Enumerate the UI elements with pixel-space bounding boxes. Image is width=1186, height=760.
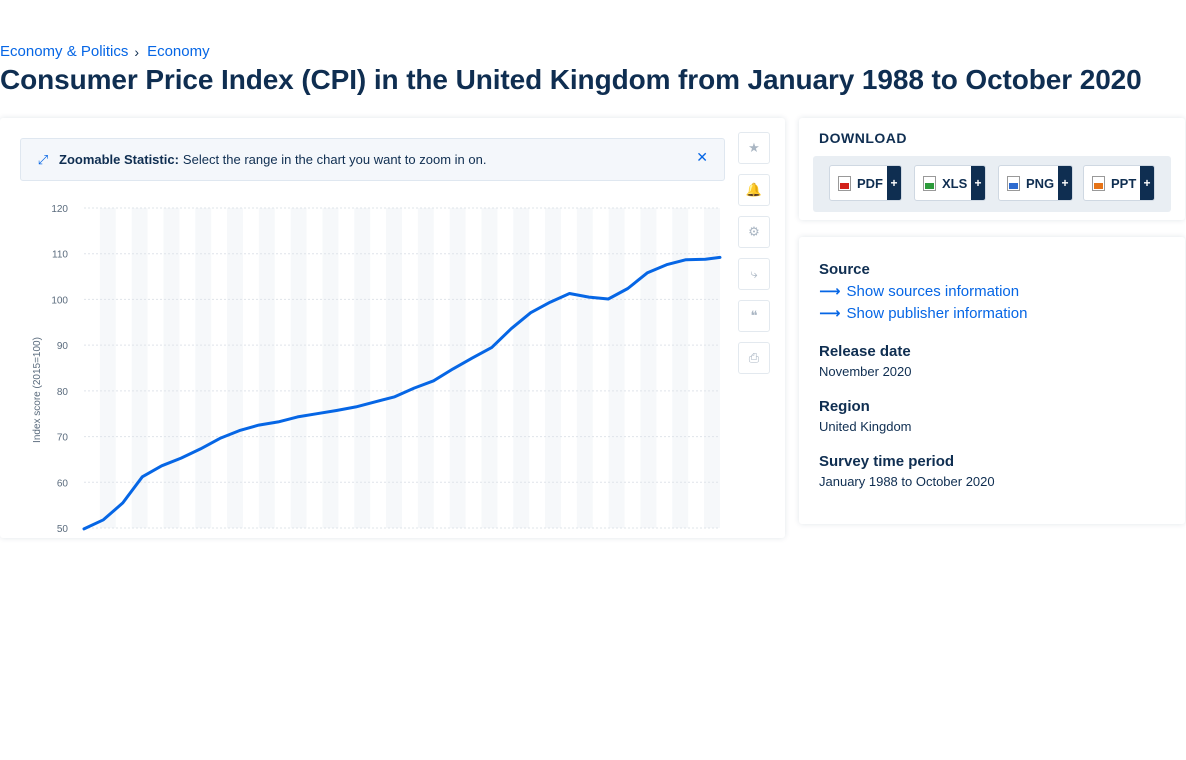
- download-card: DOWNLOAD PDF + XLS + PNG + PPT +: [799, 118, 1185, 220]
- grid-band: [322, 208, 339, 528]
- download-png-button[interactable]: PNG +: [998, 165, 1073, 201]
- grid-band: [481, 208, 498, 528]
- grid-band: [290, 208, 307, 528]
- grid-band: [354, 208, 371, 528]
- y-tick-label: 90: [57, 341, 69, 352]
- grid-lines: [84, 207, 720, 529]
- ppt-file-icon: [1092, 175, 1105, 191]
- download-title: DOWNLOAD: [819, 130, 907, 146]
- zoom-banner-text: Select the range in the chart you want t…: [182, 152, 487, 167]
- download-xls-button[interactable]: XLS +: [914, 165, 986, 201]
- info-card: Source ⟶ Show sources information ⟶ Show…: [799, 237, 1185, 524]
- chart-card: ⤢ Zoomable Statistic: Select the range i…: [0, 118, 785, 538]
- zoom-banner: ⤢ Zoomable Statistic: Select the range i…: [20, 138, 725, 181]
- show-sources-text: Show sources information: [846, 282, 1020, 300]
- grid-band: [386, 208, 402, 528]
- quote-icon: ❝: [750, 308, 758, 323]
- grid-band: [163, 208, 180, 528]
- grid-band: [672, 208, 689, 528]
- download-png-label: PNG: [1026, 175, 1055, 191]
- y-tick-label: 120: [51, 204, 68, 215]
- grid-band: [576, 208, 593, 528]
- y-tick-label: 100: [51, 295, 68, 306]
- show-publisher-text: Show publisher information: [846, 304, 1028, 322]
- plus-icon: +: [1140, 166, 1154, 200]
- grid-band: [258, 208, 275, 528]
- settings-button[interactable]: ⚙: [738, 216, 770, 248]
- xls-file-icon: [923, 175, 936, 191]
- region-block: Region United Kingdom: [819, 398, 912, 434]
- plus-icon: +: [887, 166, 901, 200]
- release-block: Release date November 2020: [819, 343, 912, 379]
- print-icon: ⎙: [748, 350, 760, 365]
- breadcrumb: Economy & Politics › Economy: [0, 43, 210, 60]
- y-axis-ticks: 50 60 70 80 90 100 110 120: [51, 204, 68, 535]
- grid-band: [704, 208, 720, 528]
- y-tick-label: 50: [57, 524, 69, 535]
- region-value: United Kingdom: [819, 419, 912, 434]
- download-ppt-label: PPT: [1111, 175, 1137, 191]
- plus-icon: +: [971, 166, 985, 200]
- region-label: Region: [819, 398, 870, 415]
- share-icon: ⤷: [750, 266, 758, 281]
- plus-icon: +: [1058, 166, 1072, 200]
- survey-period-label: Survey time period: [819, 453, 955, 470]
- close-icon[interactable]: ✕: [696, 149, 708, 165]
- source-block: Source ⟶ Show sources information ⟶ Show…: [819, 261, 1027, 322]
- pdf-file-icon: [838, 175, 851, 191]
- zoom-banner-title: Zoomable Statistic:: [59, 152, 179, 167]
- release-date-label: Release date: [819, 343, 911, 360]
- grid-band: [513, 208, 530, 528]
- y-tick-label: 110: [52, 250, 68, 261]
- breadcrumb-separator: ›: [134, 43, 140, 60]
- grid-band: [449, 208, 466, 528]
- gear-icon: ⚙: [748, 224, 760, 239]
- series-line-cpi[interactable]: [82, 255, 722, 531]
- bell-icon: 🔔: [745, 182, 763, 197]
- grid-band: [417, 208, 434, 528]
- arrow-right-icon: ⟶: [819, 305, 841, 322]
- y-axis-label: Index score (2015=100): [32, 337, 43, 443]
- download-xls-label: XLS: [942, 175, 968, 191]
- y-tick-label: 80: [57, 387, 69, 398]
- survey-block: Survey time period January 1988 to Octob…: [819, 453, 995, 489]
- survey-period-value: January 1988 to October 2020: [819, 474, 995, 489]
- notification-button[interactable]: 🔔: [738, 174, 770, 206]
- share-button[interactable]: ⤷: [738, 258, 770, 290]
- cpi-line-chart[interactable]: 50 60 70 80 90 100 110 120 Index score (2015=10…: [0, 198, 785, 538]
- release-date-value: November 2020: [819, 364, 912, 379]
- download-bar: PDF + XLS + PNG + PPT +: [813, 156, 1171, 212]
- breadcrumb-economy[interactable]: Economy: [147, 43, 210, 60]
- page-title: Consumer Price Index (CPI) in the United…: [0, 64, 1142, 95]
- png-file-icon: [1007, 175, 1020, 191]
- arrow-right-icon: ⟶: [819, 283, 841, 300]
- show-publisher-link[interactable]: ⟶ Show publisher information: [819, 304, 1028, 323]
- grid-bands: [99, 208, 720, 528]
- cite-button[interactable]: ❝: [738, 300, 770, 332]
- grid-band: [640, 208, 657, 528]
- y-tick-label: 60: [57, 478, 69, 489]
- source-label: Source: [819, 261, 870, 278]
- y-tick-label: 70: [57, 433, 69, 444]
- grid-band: [131, 208, 148, 528]
- expand-icon: ⤢: [37, 151, 49, 167]
- download-pdf-button[interactable]: PDF +: [829, 165, 902, 201]
- download-pdf-label: PDF: [857, 175, 883, 191]
- breadcrumb-economy-politics[interactable]: Economy & Politics: [0, 43, 129, 60]
- favorite-button[interactable]: ★: [738, 132, 770, 164]
- star-icon: ★: [748, 140, 760, 155]
- grid-band: [545, 208, 561, 528]
- show-sources-link[interactable]: ⟶ Show sources information: [819, 282, 1027, 301]
- grid-band: [99, 208, 116, 528]
- grid-band: [195, 208, 212, 528]
- download-ppt-button[interactable]: PPT +: [1083, 165, 1155, 201]
- chart-toolbar: ★ 🔔 ⚙ ⤷ ❝ ⎙: [738, 132, 772, 384]
- grid-band: [227, 208, 243, 528]
- grid-band: [608, 208, 625, 528]
- print-button[interactable]: ⎙: [738, 342, 770, 374]
